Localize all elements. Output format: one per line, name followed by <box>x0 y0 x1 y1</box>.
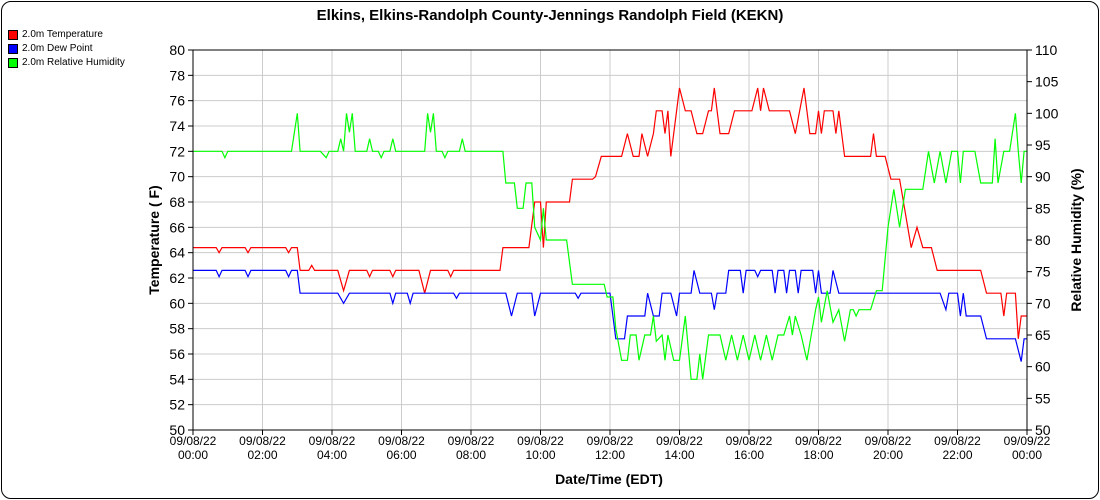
y2-axis-label: Relative Humidity (%) <box>1068 168 1084 311</box>
y-tick-label: 76 <box>169 93 185 109</box>
chart-title: Elkins, Elkins-Randolph County-Jennings … <box>317 7 784 24</box>
series-line--m-dew-point <box>193 269 1027 362</box>
x-tick-label-date: 09/08/22 <box>587 434 634 448</box>
x-tick-label-time: 02:00 <box>247 448 277 462</box>
x-tick-label-date: 09/08/22 <box>656 434 703 448</box>
legend: 2.0m Temperature 2.0m Dew Point 2.0m Rel… <box>8 28 125 70</box>
x-tick-label-time: 16:00 <box>734 448 764 462</box>
series-line--m-relative-humidity <box>193 113 1027 380</box>
legend-item-dew-point: 2.0m Dew Point <box>8 42 125 56</box>
x-tick-label-time: 18:00 <box>803 448 833 462</box>
x-tick-label-date: 09/08/22 <box>448 434 495 448</box>
y-tick-label: 64 <box>169 245 185 261</box>
x-tick-label-time: 20:00 <box>873 448 903 462</box>
y-tick-label: 50 <box>169 422 185 438</box>
y-tick-label: 56 <box>169 346 185 362</box>
legend-item-temperature: 2.0m Temperature <box>8 28 125 42</box>
x-tick-label-date: 09/08/22 <box>378 434 425 448</box>
x-tick-label-time: 10:00 <box>525 448 555 462</box>
x-tick-label-time: 12:00 <box>595 448 625 462</box>
x-tick-label-date: 09/08/22 <box>309 434 356 448</box>
y2-tick-label: 60 <box>1035 359 1051 375</box>
y2-tick-label: 75 <box>1035 264 1051 280</box>
y2-tick-label: 90 <box>1035 169 1051 185</box>
y-tick-label: 60 <box>169 295 185 311</box>
humidity-swatch <box>8 58 18 68</box>
y2-tick-label: 100 <box>1035 105 1059 121</box>
y2-tick-label: 80 <box>1035 232 1051 248</box>
y-tick-label: 52 <box>169 397 185 413</box>
y2-tick-label: 85 <box>1035 200 1051 216</box>
y2-tick-label: 110 <box>1035 42 1058 58</box>
y2-tick-label: 50 <box>1035 422 1051 438</box>
y-tick-label: 68 <box>169 194 185 210</box>
x-tick-label-date: 09/08/22 <box>865 434 912 448</box>
x-tick-label-date: 09/08/22 <box>517 434 564 448</box>
y-tick-label: 78 <box>169 67 185 83</box>
x-tick-label-time: 04:00 <box>317 448 347 462</box>
y-tick-label: 72 <box>169 143 185 159</box>
x-tick-label-time: 14:00 <box>664 448 694 462</box>
y2-tick-label: 70 <box>1035 295 1051 311</box>
x-tick-label-time: 08:00 <box>456 448 486 462</box>
x-tick-label-date: 09/08/22 <box>795 434 842 448</box>
y-tick-label: 66 <box>169 219 185 235</box>
x-tick-label-time: 06:00 <box>386 448 416 462</box>
y-tick-label: 70 <box>169 169 185 185</box>
y-axis-label: Temperature ( F) <box>146 185 162 294</box>
x-tick-label-date: 09/08/22 <box>239 434 286 448</box>
y2-tick-label: 65 <box>1035 327 1051 343</box>
temperature-swatch <box>8 30 18 40</box>
y2-tick-label: 105 <box>1035 74 1059 90</box>
y2-tick-label: 55 <box>1035 390 1051 406</box>
x-tick-label-time: 00:00 <box>1012 448 1042 462</box>
x-tick-label-date: 09/09/22 <box>1004 434 1051 448</box>
x-tick-label-date: 09/08/22 <box>170 434 217 448</box>
x-axis-label: Date/Time (EDT) <box>555 471 663 487</box>
series-line--m-temperature <box>193 87 1027 339</box>
y-tick-label: 54 <box>169 371 185 387</box>
x-tick-label-date: 09/08/22 <box>934 434 981 448</box>
y-tick-label: 74 <box>169 118 185 134</box>
legend-item-humidity: 2.0m Relative Humidity <box>8 56 125 70</box>
y2-tick-label: 95 <box>1035 137 1051 153</box>
dew-point-swatch <box>8 44 18 54</box>
y-tick-label: 62 <box>169 270 185 286</box>
x-tick-label-time: 00:00 <box>178 448 208 462</box>
y-tick-label: 58 <box>169 321 185 337</box>
plot-area <box>192 49 1028 431</box>
y-tick-label: 80 <box>169 42 185 58</box>
x-tick-label-date: 09/08/22 <box>726 434 773 448</box>
x-tick-label-time: 22:00 <box>942 448 972 462</box>
